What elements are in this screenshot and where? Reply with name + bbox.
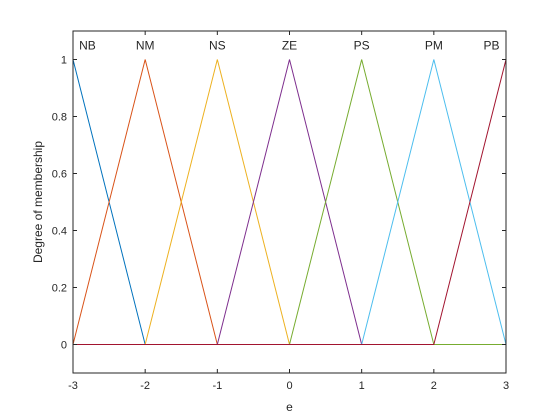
x-tick-label: 0 <box>286 380 292 392</box>
y-tick-label: 1 <box>61 55 67 67</box>
x-tick-label: -1 <box>212 380 222 392</box>
y-tick-label: 0.4 <box>52 226 67 238</box>
y-tick-label: 0 <box>61 340 67 352</box>
mf-label-nb: NB <box>79 38 96 52</box>
x-tick-label: 3 <box>503 380 509 392</box>
mf-label-pb: PB <box>484 38 500 52</box>
axes-layer: -3 -2 -1 0 1 2 3 0 0.2 0.4 0.6 0.8 1 e Degree of membe… <box>31 30 509 414</box>
x-axis-label: e <box>286 400 293 414</box>
mf-label-pm: PM <box>425 38 443 52</box>
y-axis-label: Degree of membership <box>31 141 45 263</box>
plot-area <box>73 31 506 373</box>
mf-label-ze: ZE <box>282 38 297 52</box>
series-layer <box>72 59 507 345</box>
mf-label-nm: NM <box>136 38 155 52</box>
x-tick-label: -2 <box>140 380 150 392</box>
mf-labels: NB NM NS ZE PS PM PB <box>79 38 499 52</box>
plot-layer <box>73 31 506 373</box>
mf-label-ns: NS <box>209 38 226 52</box>
y-tick-label: 0.6 <box>52 169 67 181</box>
x-tick-label: -3 <box>68 380 78 392</box>
x-tick-label: 1 <box>359 380 365 392</box>
y-tick-label: 0.2 <box>52 283 67 295</box>
x-tick-label: 2 <box>431 380 437 392</box>
y-tick-label: 0.8 <box>52 112 67 124</box>
mf-label-ps: PS <box>354 38 370 52</box>
